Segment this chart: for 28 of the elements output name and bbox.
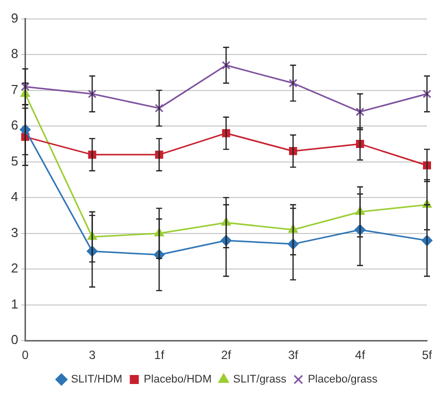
x-tick-label: 3f bbox=[288, 348, 299, 362]
point bbox=[356, 107, 364, 116]
y-tick-label: 3 bbox=[10, 224, 18, 240]
x-tick-label: 2f bbox=[221, 348, 232, 362]
legend-label: Placebo/HDM bbox=[144, 374, 212, 386]
y-tick-label: 4 bbox=[10, 189, 18, 204]
point bbox=[154, 104, 164, 112]
y-tick-label: 9 bbox=[10, 10, 18, 26]
legend-label: SLIT/grass bbox=[233, 374, 287, 386]
point bbox=[288, 78, 298, 88]
x-tick-label: 0 bbox=[22, 348, 29, 362]
x-tick-label: 5f bbox=[422, 348, 433, 362]
x-tick-label: 4f bbox=[355, 348, 366, 362]
point bbox=[20, 82, 30, 92]
point bbox=[88, 90, 96, 98]
y-tick-label: 5 bbox=[10, 153, 18, 168]
legend-label: SLIT/HDM bbox=[70, 374, 122, 386]
y-tick-label: 6 bbox=[10, 118, 18, 133]
y-tick-label: 7 bbox=[10, 82, 18, 97]
point bbox=[222, 60, 230, 70]
y-tick-label: 0 bbox=[10, 332, 18, 348]
legend-label: Placebo/grass bbox=[308, 374, 378, 386]
y-tick-label: 1 bbox=[10, 296, 18, 312]
point bbox=[422, 90, 432, 98]
y-tick-label: 8 bbox=[10, 46, 18, 62]
y-tick-label: 2 bbox=[10, 260, 18, 276]
x-tick-label: 3 bbox=[88, 348, 96, 362]
x-tick-label: 1f bbox=[154, 348, 165, 362]
